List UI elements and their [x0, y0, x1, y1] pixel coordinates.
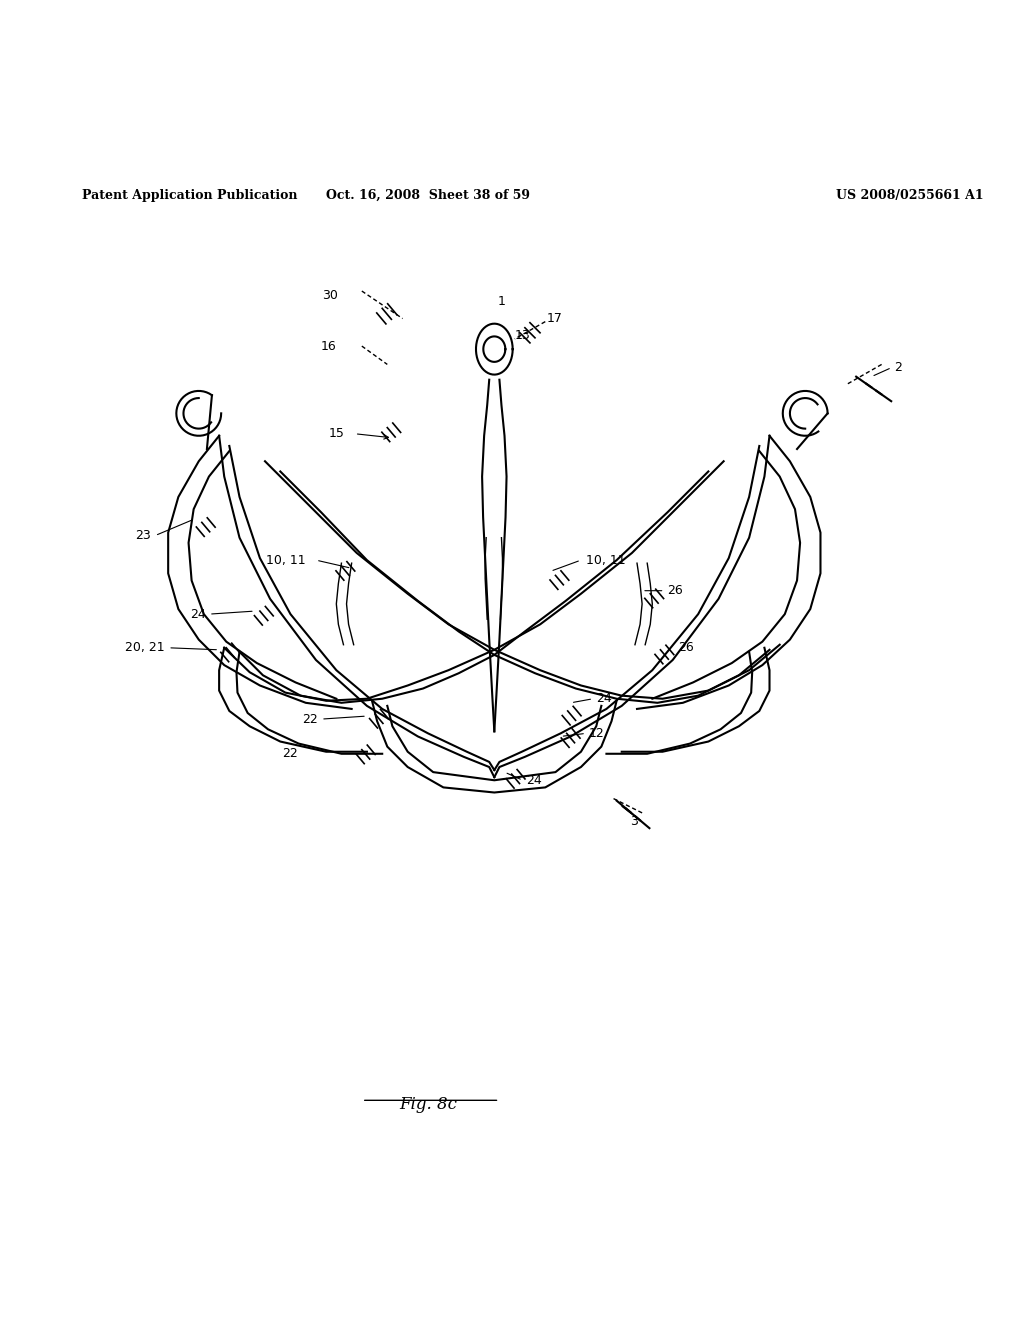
Text: Oct. 16, 2008  Sheet 38 of 59: Oct. 16, 2008 Sheet 38 of 59: [326, 189, 530, 202]
Text: 24: 24: [526, 774, 542, 787]
Text: 15: 15: [329, 428, 344, 441]
Text: 17: 17: [546, 312, 562, 325]
Text: 13: 13: [515, 330, 530, 342]
Text: 12: 12: [589, 727, 605, 741]
Text: 10, 11: 10, 11: [266, 553, 306, 566]
Text: US 2008/0255661 A1: US 2008/0255661 A1: [836, 189, 983, 202]
Text: 22: 22: [282, 747, 298, 760]
Text: 23: 23: [135, 529, 151, 543]
Text: 16: 16: [321, 339, 336, 352]
Text: 1: 1: [498, 294, 505, 308]
Text: 22: 22: [302, 713, 318, 726]
Text: Patent Application Publication: Patent Application Publication: [82, 189, 297, 202]
Text: 26: 26: [668, 585, 683, 597]
Text: 3: 3: [630, 814, 638, 828]
Text: 24: 24: [596, 692, 612, 705]
Text: 2: 2: [894, 360, 902, 374]
Text: 10, 11: 10, 11: [586, 553, 626, 566]
Text: 24: 24: [190, 607, 206, 620]
Text: Fig. 8c: Fig. 8c: [399, 1096, 457, 1113]
Text: 20, 21: 20, 21: [126, 642, 165, 655]
Text: 30: 30: [323, 289, 338, 301]
Text: 26: 26: [678, 642, 693, 655]
